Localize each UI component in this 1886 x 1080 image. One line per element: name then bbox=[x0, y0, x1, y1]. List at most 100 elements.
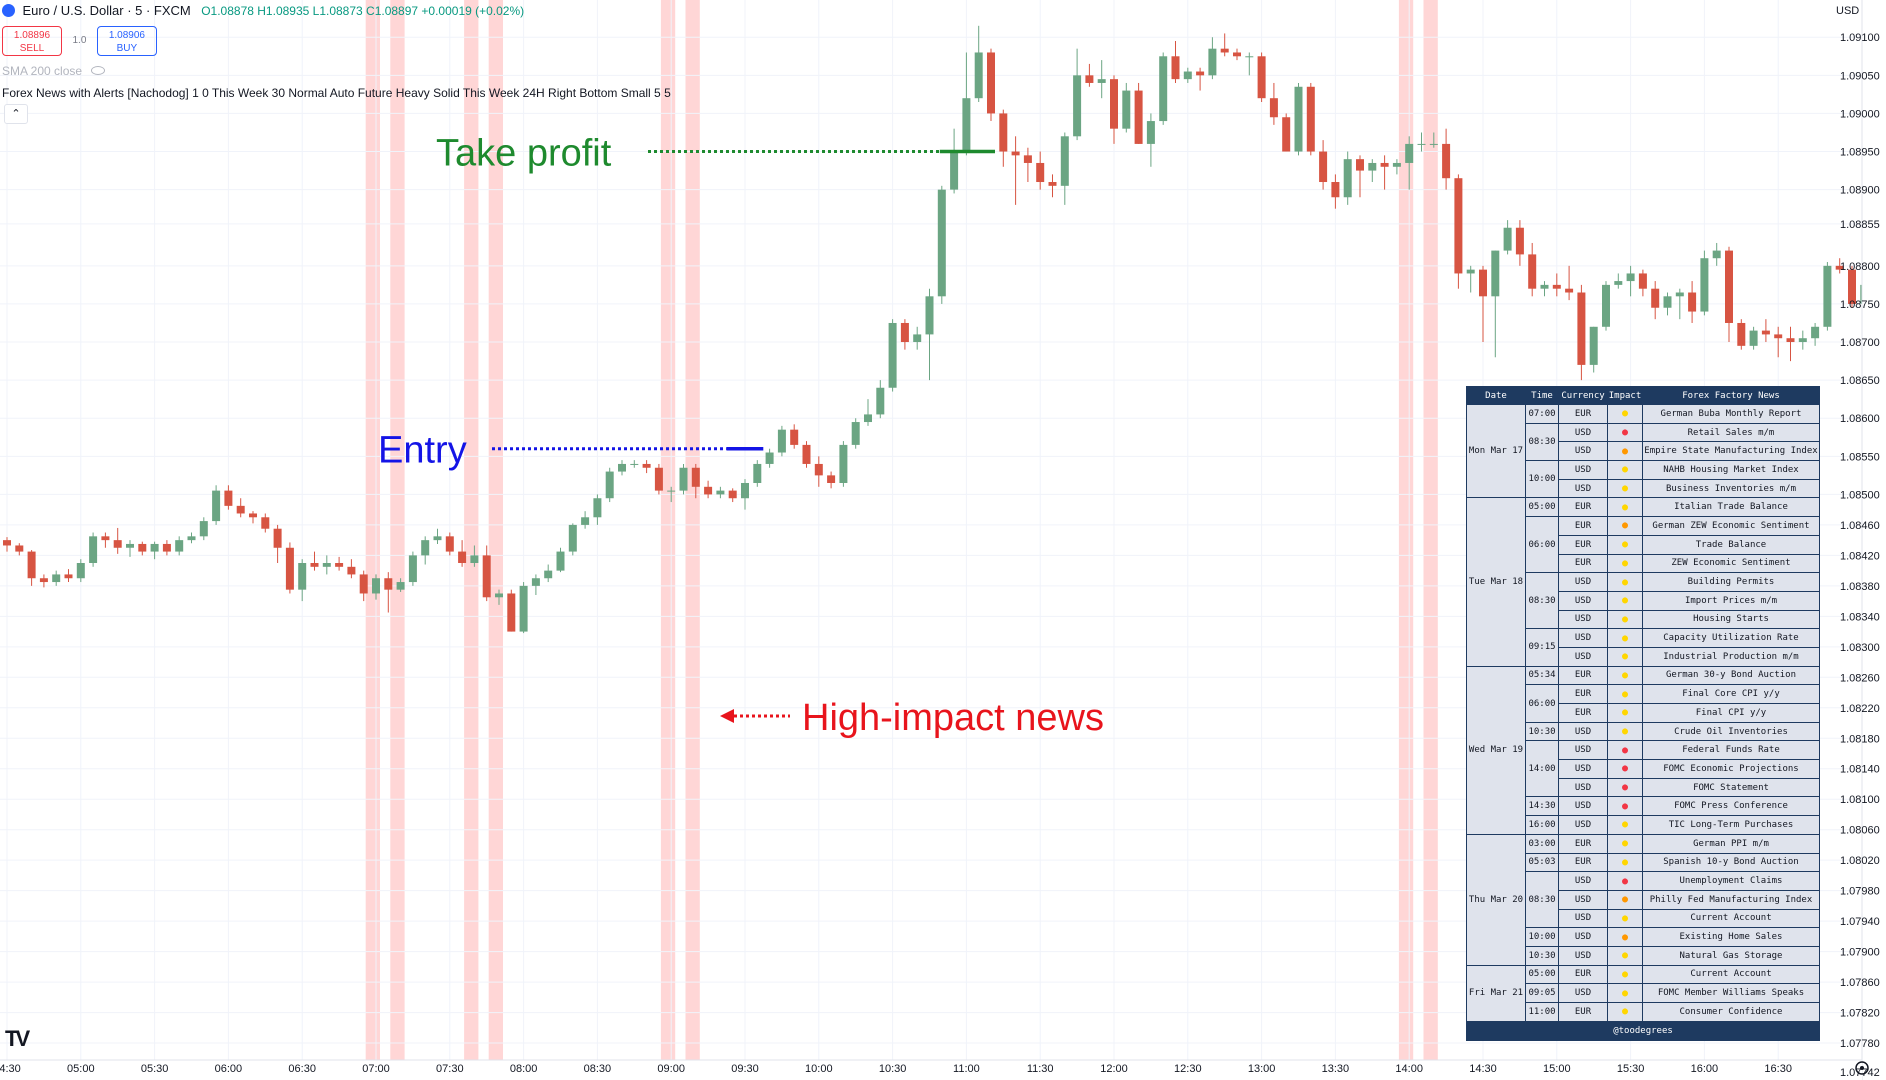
time-tick-label: 07:30 bbox=[436, 1063, 464, 1075]
time-tick-label: 04:30 bbox=[0, 1063, 21, 1075]
news-impact-cell: ● bbox=[1607, 497, 1643, 518]
impact-medium-dot-icon: ● bbox=[1621, 520, 1629, 532]
candle bbox=[888, 319, 897, 392]
collapse-legend-button[interactable]: ⌃ bbox=[4, 104, 28, 124]
candle bbox=[1122, 82, 1131, 133]
candle bbox=[1208, 37, 1217, 80]
candle bbox=[1749, 326, 1758, 350]
news-table-footer: @toodegrees bbox=[1466, 1020, 1820, 1041]
news-event-cell: Crude Oil Inventories bbox=[1642, 721, 1820, 742]
news-event-cell: FOMC Economic Projections bbox=[1642, 759, 1820, 779]
candle bbox=[851, 418, 860, 449]
candle bbox=[482, 545, 491, 602]
news-date-cell: Tue Mar 18 bbox=[1466, 497, 1526, 667]
price-tick-label: 1.08220 bbox=[1840, 703, 1880, 715]
candle bbox=[630, 460, 639, 468]
news-event-cell: Empire State Manufacturing Index bbox=[1642, 441, 1820, 462]
impact-low-dot-icon: ● bbox=[1621, 688, 1629, 700]
price-tick-label: 1.08500 bbox=[1840, 489, 1880, 501]
sell-button[interactable]: 1.08896 SELL bbox=[2, 26, 62, 56]
symbol-row[interactable]: Euro / U.S. Dollar · 5 · FXCM O1.08878 H… bbox=[2, 2, 524, 20]
candle bbox=[544, 564, 553, 583]
news-event-cell: Federal Funds Rate bbox=[1642, 740, 1820, 761]
chart-settings-gear-icon[interactable] bbox=[1855, 1061, 1869, 1075]
news-time-cell: 06:00 bbox=[1525, 516, 1559, 574]
hidden-eye-icon[interactable] bbox=[91, 66, 106, 75]
time-tick-label: 12:30 bbox=[1174, 1063, 1202, 1075]
candle bbox=[470, 545, 479, 567]
buy-button[interactable]: 1.08906 BUY bbox=[96, 26, 157, 56]
price-tick-label: 1.08950 bbox=[1840, 147, 1880, 159]
candle bbox=[531, 574, 540, 596]
impact-high-dot-icon: ● bbox=[1621, 875, 1629, 887]
spread-value: 1.0 bbox=[72, 35, 87, 46]
candle bbox=[519, 582, 528, 634]
news-time-cell: 10:30 bbox=[1525, 721, 1559, 742]
candle bbox=[1110, 75, 1118, 144]
candle bbox=[974, 25, 983, 103]
candle bbox=[1786, 326, 1795, 362]
sma-indicator-legend[interactable]: SMA 200 close bbox=[2, 64, 106, 78]
news-event-cell: Retail Sales m/m bbox=[1642, 422, 1820, 443]
candle bbox=[1491, 250, 1500, 358]
candle bbox=[1651, 281, 1660, 320]
candle bbox=[1515, 220, 1524, 266]
news-impact-cell: ● bbox=[1607, 460, 1643, 480]
trade-annotations: Take profit Entry High-impact news bbox=[378, 133, 1104, 739]
currency-label[interactable]: USD bbox=[1836, 5, 1859, 17]
news-currency-cell: EUR bbox=[1558, 516, 1608, 536]
forex-news-indicator-legend[interactable]: Forex News with Alerts [Nachodog] 1 0 Th… bbox=[2, 86, 671, 100]
impact-low-dot-icon: ● bbox=[1621, 856, 1629, 868]
news-impact-cell: ● bbox=[1607, 777, 1643, 798]
news-table-row: USD ● Import Prices m/m bbox=[1467, 590, 1820, 611]
candle bbox=[1479, 265, 1487, 343]
candle bbox=[1675, 288, 1684, 320]
candle bbox=[89, 532, 98, 567]
candle bbox=[556, 547, 565, 573]
header-news: Forex Factory News bbox=[1642, 386, 1820, 405]
news-impact-cell: ● bbox=[1607, 441, 1643, 462]
candle bbox=[1823, 262, 1832, 331]
news-event-cell: Philly Fed Manufacturing Index bbox=[1642, 889, 1820, 910]
news-impact-cell: ● bbox=[1607, 516, 1643, 536]
news-time-cell: 05:03 bbox=[1525, 852, 1559, 873]
news-impact-cell: ● bbox=[1607, 815, 1643, 835]
tradingview-logo-icon[interactable]: TV bbox=[5, 1026, 30, 1051]
news-impact-cell: ● bbox=[1607, 889, 1643, 910]
impact-high-dot-icon: ● bbox=[1621, 800, 1629, 812]
news-time-cell: 08:30 bbox=[1525, 572, 1559, 630]
news-table-row: Fri Mar 21 05:00 EUR ● Current Account bbox=[1466, 964, 1820, 1022]
sell-price: 1.08896 bbox=[13, 30, 51, 41]
price-tick-label: 1.08650 bbox=[1840, 375, 1880, 387]
time-tick-label: 15:30 bbox=[1617, 1063, 1645, 1075]
news-event-cell: Natural Gas Storage bbox=[1642, 945, 1820, 966]
news-currency-cell: USD bbox=[1558, 609, 1608, 630]
news-table-row: USD ● Business Inventories m/m bbox=[1467, 478, 1820, 499]
time-tick-label: 10:00 bbox=[805, 1063, 833, 1075]
symbol-logo-icon bbox=[2, 4, 15, 17]
candle bbox=[1282, 113, 1291, 152]
news-band bbox=[660, 0, 676, 1060]
candle bbox=[3, 537, 11, 552]
impact-low-dot-icon: ● bbox=[1621, 464, 1629, 476]
candle bbox=[691, 463, 700, 499]
candle bbox=[359, 570, 368, 602]
header-currency: Currency bbox=[1558, 386, 1608, 405]
news-currency-cell: USD bbox=[1558, 983, 1608, 1003]
news-table-row: 08:30 USD ● Retail Sales m/m bbox=[1467, 422, 1820, 462]
time-tick-label: 11:00 bbox=[953, 1063, 980, 1075]
news-time-cell: 14:00 bbox=[1525, 740, 1559, 798]
time-tick-label: 14:30 bbox=[1469, 1063, 1497, 1075]
news-impact-cell: ● bbox=[1607, 721, 1643, 742]
news-event-cell: Final CPI y/y bbox=[1642, 703, 1820, 723]
impact-low-dot-icon: ● bbox=[1621, 576, 1629, 588]
symbol-title[interactable]: Euro / U.S. Dollar · 5 · FXCM bbox=[22, 3, 191, 18]
news-impact-cell: ● bbox=[1607, 478, 1643, 499]
candle bbox=[654, 463, 663, 495]
candle bbox=[273, 524, 282, 564]
candle bbox=[1577, 284, 1586, 381]
price-tick-label: 1.09000 bbox=[1840, 108, 1880, 120]
candle bbox=[261, 513, 270, 533]
